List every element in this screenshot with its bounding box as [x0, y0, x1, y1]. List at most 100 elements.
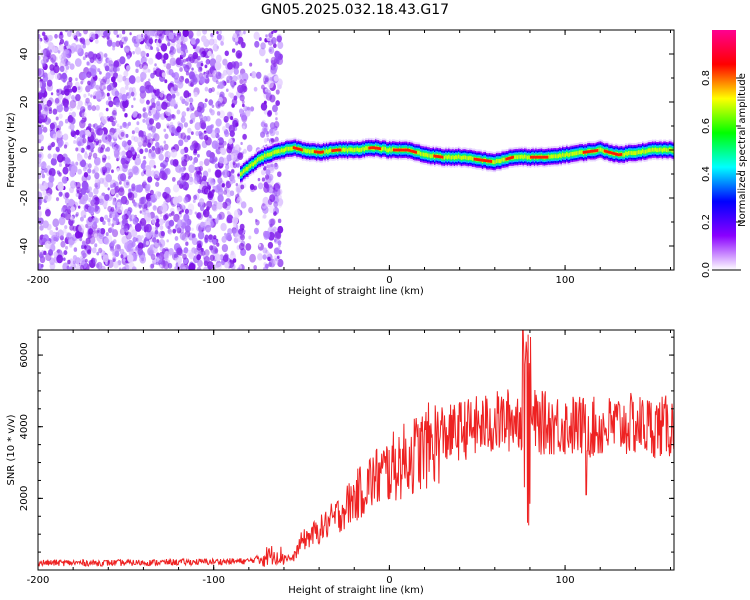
trace-peak-segment: [318, 150, 320, 154]
trace-peak-segment: [582, 150, 585, 154]
noise-point: [165, 168, 171, 175]
noise-point: [87, 92, 91, 97]
noise-point: [106, 141, 110, 145]
trace-peak-segment: [532, 155, 535, 159]
trace-peak-segment: [610, 151, 613, 155]
noise-point: [163, 62, 167, 68]
noise-point: [118, 33, 122, 39]
noise-point: [170, 98, 177, 107]
noise-point: [38, 183, 42, 189]
noise-point: [150, 46, 154, 50]
trace-peak-segment: [411, 149, 413, 153]
noise-point: [112, 197, 115, 201]
noise-point: [96, 261, 103, 270]
noise-point: [159, 170, 166, 180]
noise-point: [216, 91, 220, 96]
noise-point: [124, 84, 129, 91]
noise-point: [197, 55, 201, 61]
noise-point: [97, 229, 100, 233]
trace-peak-segment: [512, 155, 514, 159]
noise-point: [65, 163, 69, 168]
noise-point: [219, 254, 224, 261]
noise-point: [141, 257, 145, 262]
noise-point: [43, 182, 49, 190]
noise-point: [271, 37, 277, 45]
noise-point: [209, 254, 215, 262]
trace-band-segment: [463, 155, 466, 160]
noise-point: [186, 135, 191, 141]
noise-point: [196, 105, 202, 113]
noise-point: [169, 232, 172, 236]
trace-band-segment: [516, 155, 519, 160]
noise-point: [91, 199, 96, 204]
noise-point: [202, 226, 206, 232]
noise-point: [93, 95, 96, 100]
noise-point: [182, 40, 185, 45]
noise-point: [69, 123, 75, 131]
noise-point: [168, 124, 176, 134]
noise-point: [193, 156, 199, 163]
noise-point: [69, 267, 73, 270]
noise-point: [269, 205, 276, 214]
trace-peak-segment: [616, 152, 618, 156]
noise-point: [69, 88, 73, 93]
trace-band-segment: [245, 166, 248, 171]
trace-band-segment: [523, 154, 526, 159]
noise-point: [107, 222, 111, 227]
noise-point: [82, 137, 87, 144]
noise-point: [240, 141, 243, 146]
noise-point: [146, 99, 150, 105]
noise-point: [270, 218, 276, 226]
noise-point: [169, 50, 174, 56]
trace-peak-segment: [371, 146, 373, 150]
noise-point: [171, 93, 176, 99]
noise-point: [73, 247, 78, 252]
trace-band-segment: [640, 150, 643, 155]
noise-point: [217, 188, 224, 197]
noise-point: [241, 103, 245, 108]
spectrogram-xtick-label: -200: [27, 275, 50, 286]
trace-peak-segment: [489, 159, 491, 163]
noise-point: [226, 145, 233, 154]
noise-point: [142, 65, 149, 74]
noise-point: [188, 164, 196, 174]
noise-point: [148, 249, 155, 257]
trace-peak-segment: [406, 148, 409, 152]
noise-point: [167, 225, 171, 230]
noise-point: [129, 32, 132, 36]
noise-point: [232, 179, 236, 184]
trace-band-segment: [646, 149, 648, 154]
trace-peak-segment: [605, 149, 607, 153]
noise-point: [53, 64, 60, 74]
noise-point: [69, 99, 77, 109]
noise-point: [39, 37, 43, 42]
trace-band-segment: [360, 147, 363, 152]
noise-point: [53, 236, 57, 242]
noise-point: [156, 218, 160, 223]
noise-point: [275, 117, 278, 121]
noise-point: [60, 240, 66, 248]
noise-point: [199, 76, 206, 84]
noise-point: [131, 183, 136, 189]
noise-point: [238, 147, 242, 151]
noise-point: [225, 232, 232, 241]
noise-point: [61, 176, 68, 184]
noise-point: [47, 71, 55, 81]
noise-point: [76, 85, 83, 93]
noise-point: [163, 128, 167, 133]
noise-point: [274, 136, 279, 143]
spectrogram-xtick-label: -100: [202, 275, 225, 286]
noise-point: [181, 156, 185, 162]
noise-point: [160, 203, 168, 213]
noise-point: [196, 30, 201, 37]
noise-point: [114, 120, 118, 124]
noise-point: [142, 107, 147, 112]
noise-point: [106, 84, 112, 92]
colorbar-tick-label: 0.6: [701, 118, 712, 134]
trace-band-segment: [598, 147, 601, 152]
noise-point: [130, 91, 135, 97]
trace-peak-segment: [372, 146, 375, 150]
noise-point: [242, 72, 249, 82]
trace-peak-segment: [378, 147, 380, 150]
noise-point: [69, 224, 75, 231]
